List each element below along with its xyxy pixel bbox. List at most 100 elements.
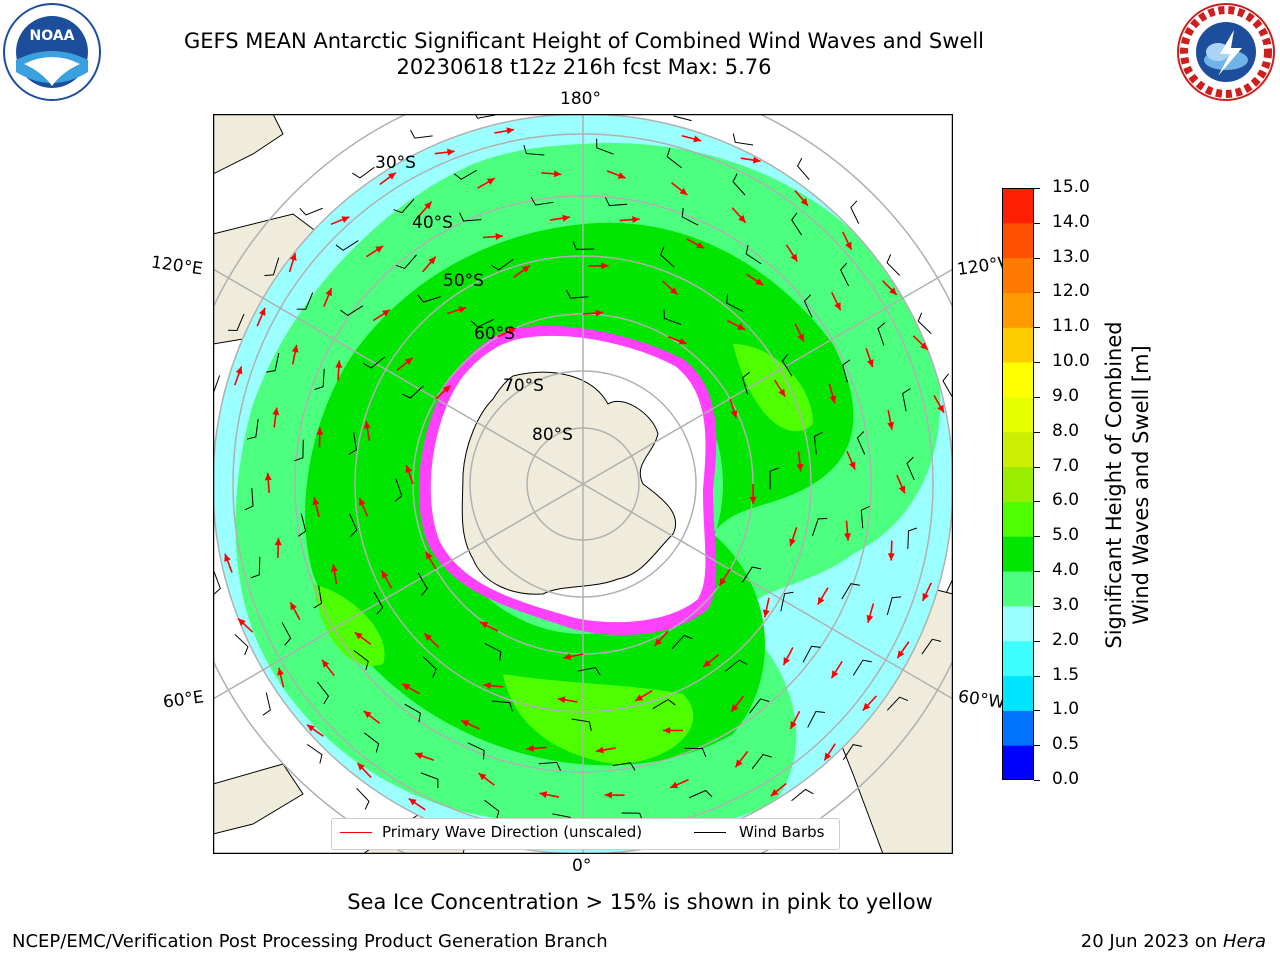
wind-barb — [842, 744, 863, 760]
colorbar-tick-label: 14.0 — [1052, 211, 1090, 232]
wave-arrow-head — [920, 342, 928, 350]
wind-barb — [725, 659, 748, 672]
wave-arrow-head — [889, 287, 897, 295]
wind-barb — [566, 289, 589, 299]
wind-barb — [732, 133, 754, 146]
wave-arrow-head — [495, 233, 503, 240]
colorbar-tick-label: 11.0 — [1052, 316, 1090, 337]
wind-barb — [314, 368, 325, 390]
wave-arrow-head — [703, 659, 712, 667]
wind-barb — [281, 622, 292, 646]
colorbar-tick-label: 7.0 — [1052, 455, 1080, 476]
colorbar-swatch — [1002, 466, 1034, 502]
colorbar-tick-mark — [1034, 745, 1040, 747]
wind-barb — [335, 240, 359, 251]
wave-arrow-head — [834, 302, 841, 311]
colorbar-border — [1002, 188, 1034, 780]
colorbar-swatches — [1002, 188, 1034, 781]
lon-label-0: 0° — [572, 856, 592, 876]
wave-arrow-head — [669, 287, 678, 295]
wind-barb — [340, 305, 364, 317]
wave-arrow-head — [506, 127, 515, 135]
colorbar-tick-label: 15.0 — [1052, 177, 1090, 197]
wave-arrow-head — [596, 746, 604, 754]
map-legend: Primary Wave Direction (unscaled) Wind B… — [331, 818, 840, 850]
wave-arrow-head — [737, 323, 746, 330]
wave-arrow-head — [478, 773, 487, 781]
wave-arrow-head — [404, 357, 413, 366]
wave-arrow-head — [235, 366, 243, 375]
colorbar — [1002, 188, 1034, 781]
wave-arrow-head — [539, 791, 548, 799]
wave-arrow-head — [289, 252, 297, 261]
wave-arrow-head — [458, 306, 467, 314]
wind-barb — [538, 761, 562, 771]
wave-arrow-head — [898, 485, 906, 494]
colorbar-swatch — [1002, 222, 1034, 259]
wind-barb — [396, 254, 417, 270]
wind-barb — [352, 166, 375, 179]
wind-barb — [213, 571, 221, 595]
wind-barb — [663, 309, 682, 326]
wave-arrow-head — [357, 762, 365, 771]
colorbar-swatch — [1002, 605, 1034, 642]
wind-barb — [491, 700, 513, 712]
lat-label-30s: 30°S — [375, 153, 416, 173]
colorbar-swatch — [1002, 362, 1034, 398]
colorbar-swatch — [1002, 571, 1034, 607]
sea-ice-note: Sea Ice Concentration > 15% is shown in … — [347, 890, 933, 914]
lon-label-60w: 60°W — [956, 686, 1007, 714]
lon-label-180: 180° — [560, 89, 601, 109]
wave-arrow-head — [693, 135, 702, 143]
wave-arrow-head — [635, 694, 644, 701]
wave-arrow-head — [937, 404, 944, 413]
wave-arrow-head — [662, 726, 671, 734]
colorbar-tick-mark — [1034, 536, 1040, 538]
colorbar-swatch — [1002, 431, 1034, 468]
wind-barb — [250, 556, 261, 579]
wave-arrow-head — [264, 472, 272, 481]
wave-arrow-head — [526, 744, 534, 752]
wind-barb — [422, 656, 437, 678]
wave-arrow-head — [424, 201, 432, 210]
wind-barb — [841, 583, 860, 600]
wind-barb — [246, 419, 259, 440]
wave-arrow-head — [887, 421, 895, 430]
wind-barb — [420, 772, 439, 789]
wave-arrow-head — [730, 410, 738, 419]
wave-arrow-head — [274, 537, 282, 546]
wind-barb — [294, 439, 304, 462]
wave-arrow-head — [829, 395, 837, 404]
colorbar-tick-label: 9.0 — [1052, 385, 1080, 406]
wind-barb — [401, 385, 424, 399]
wave-arrow-head — [335, 360, 343, 368]
colorbar-tick-mark — [1034, 431, 1040, 433]
wave-arrow-head — [738, 214, 746, 223]
wave-band-4-5 — [305, 222, 854, 766]
wave-arrow-head — [325, 288, 332, 297]
legend-wave-swatch — [340, 832, 372, 833]
wind-barb — [666, 147, 682, 169]
colorbar-tick-label: 12.0 — [1052, 281, 1090, 302]
footer-branch: NCEP/EMC/Verification Post Processing Pr… — [12, 931, 608, 952]
wind-barb — [262, 692, 271, 716]
wave-arrow-head — [259, 307, 266, 316]
noaa-logo: NOAA — [2, 2, 102, 102]
wave-arrow-head — [290, 602, 297, 611]
wave-arrow-head — [424, 633, 432, 641]
colorbar-tick-label: 10.0 — [1052, 351, 1090, 372]
wave-arrow-head — [601, 262, 609, 270]
wind-barb — [902, 388, 911, 412]
wind-barb — [745, 245, 762, 265]
colorbar-tick-mark — [1034, 710, 1040, 712]
colorbar-tick-mark — [1034, 257, 1040, 259]
colorbar-swatch — [1002, 675, 1034, 711]
wind-barb — [470, 318, 495, 328]
wind-barb — [348, 431, 357, 455]
wave-arrow-head — [522, 265, 530, 273]
wave-arrow-head — [719, 577, 727, 586]
colorbar-tick-label: 4.0 — [1052, 560, 1080, 581]
wave-arrow-head — [238, 618, 246, 626]
colorbar-tick-mark — [1034, 571, 1040, 573]
lat-label-70s: 70°S — [503, 376, 544, 396]
